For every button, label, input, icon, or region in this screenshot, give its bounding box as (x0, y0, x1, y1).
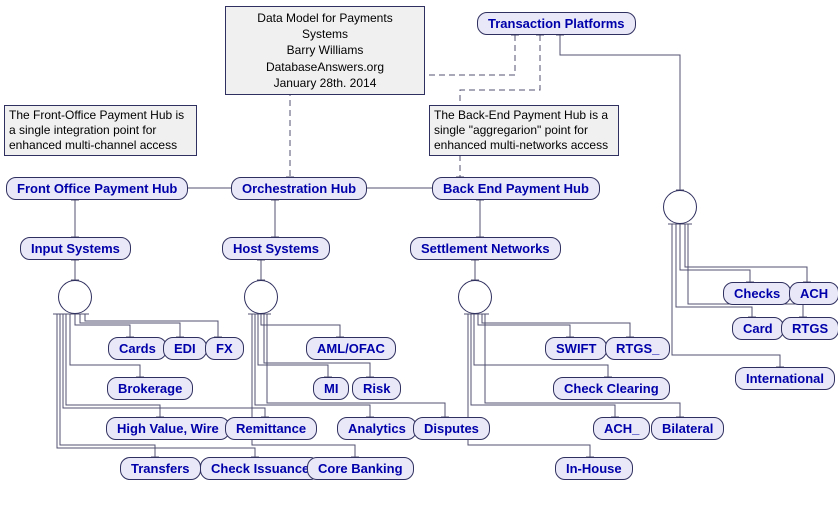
node-bilateral: Bilateral (651, 417, 724, 440)
title-line-2: DatabaseAnswers.org (234, 59, 416, 75)
node-risk: Risk (352, 377, 401, 400)
node-checks: Checks (723, 282, 791, 305)
circle-settle-circle (458, 280, 492, 314)
title-line-0: Data Model for Payments Systems (234, 10, 416, 42)
circle-trans-circle (663, 190, 697, 224)
node-check-issuance: Check Issuance (200, 457, 320, 480)
node-host-systems: Host Systems (222, 237, 330, 260)
node-front-hub: Front Office Payment Hub (6, 177, 188, 200)
title-line-3: January 28th. 2014 (234, 75, 416, 91)
edge-trans_circle-checks (680, 224, 750, 282)
node-analytics: Analytics (337, 417, 417, 440)
node-input-systems: Input Systems (20, 237, 131, 260)
node-ach: ACH (789, 282, 838, 305)
edge-settle_circle-swift (478, 314, 570, 337)
node-swift: SWIFT (545, 337, 607, 360)
edge-input_circle-edi (80, 314, 180, 337)
edge-settle_circle-bilateral (485, 314, 680, 417)
node-card: Card (732, 317, 784, 340)
node-check-clearing: Check Clearing (553, 377, 670, 400)
node-high-value: High Value, Wire (106, 417, 230, 440)
diagram-canvas: Data Model for Payments Systems Barry Wi… (0, 0, 838, 526)
node-rtgs: RTGS (781, 317, 838, 340)
node-rtgs-: RTGS_ (605, 337, 670, 360)
edge-host_circle-analytics (255, 314, 370, 417)
node-edi: EDI (163, 337, 207, 360)
node-remittance: Remittance (225, 417, 317, 440)
edge-settle_circle-ach_ (471, 314, 615, 417)
node-transfers: Transfers (120, 457, 201, 480)
circle-input-circle (58, 280, 92, 314)
node-disputes: Disputes (413, 417, 490, 440)
edge-host_circle-disputes (267, 314, 445, 417)
edge-input_circle-cards (75, 314, 130, 337)
node-ach-: ACH_ (593, 417, 650, 440)
node-brokerage: Brokerage (107, 377, 193, 400)
node-international: International (735, 367, 835, 390)
edge-settle_circle-rtgs_ (482, 314, 630, 337)
node-settlement-networks: Settlement Networks (410, 237, 561, 260)
edge-input_circle-fx (85, 314, 218, 337)
title-line-1: Barry Williams (234, 42, 416, 58)
node-in-house: In-House (555, 457, 633, 480)
node-cards: Cards (108, 337, 167, 360)
edge-input_circle-high_value (66, 314, 160, 417)
front-office-note: The Front-Office Payment Hub is a single… (4, 105, 197, 156)
node-mi: MI (313, 377, 349, 400)
node-orch-hub: Orchestration Hub (231, 177, 367, 200)
edge-host_circle-aml_ofac (261, 314, 340, 337)
edge-trans_circle-ach (685, 224, 807, 282)
edge-input_circle-remittance (63, 314, 265, 417)
title-box: Data Model for Payments Systems Barry Wi… (225, 6, 425, 95)
node-aml-ofac: AML/OFAC (306, 337, 396, 360)
back-end-note: The Back-End Payment Hub is a single "ag… (429, 105, 619, 156)
node-fx: FX (205, 337, 244, 360)
circle-host-circle (244, 280, 278, 314)
node-back-hub: Back End Payment Hub (432, 177, 600, 200)
node-core-banking: Core Banking (307, 457, 414, 480)
node-transaction-platforms: Transaction Platforms (477, 12, 636, 35)
